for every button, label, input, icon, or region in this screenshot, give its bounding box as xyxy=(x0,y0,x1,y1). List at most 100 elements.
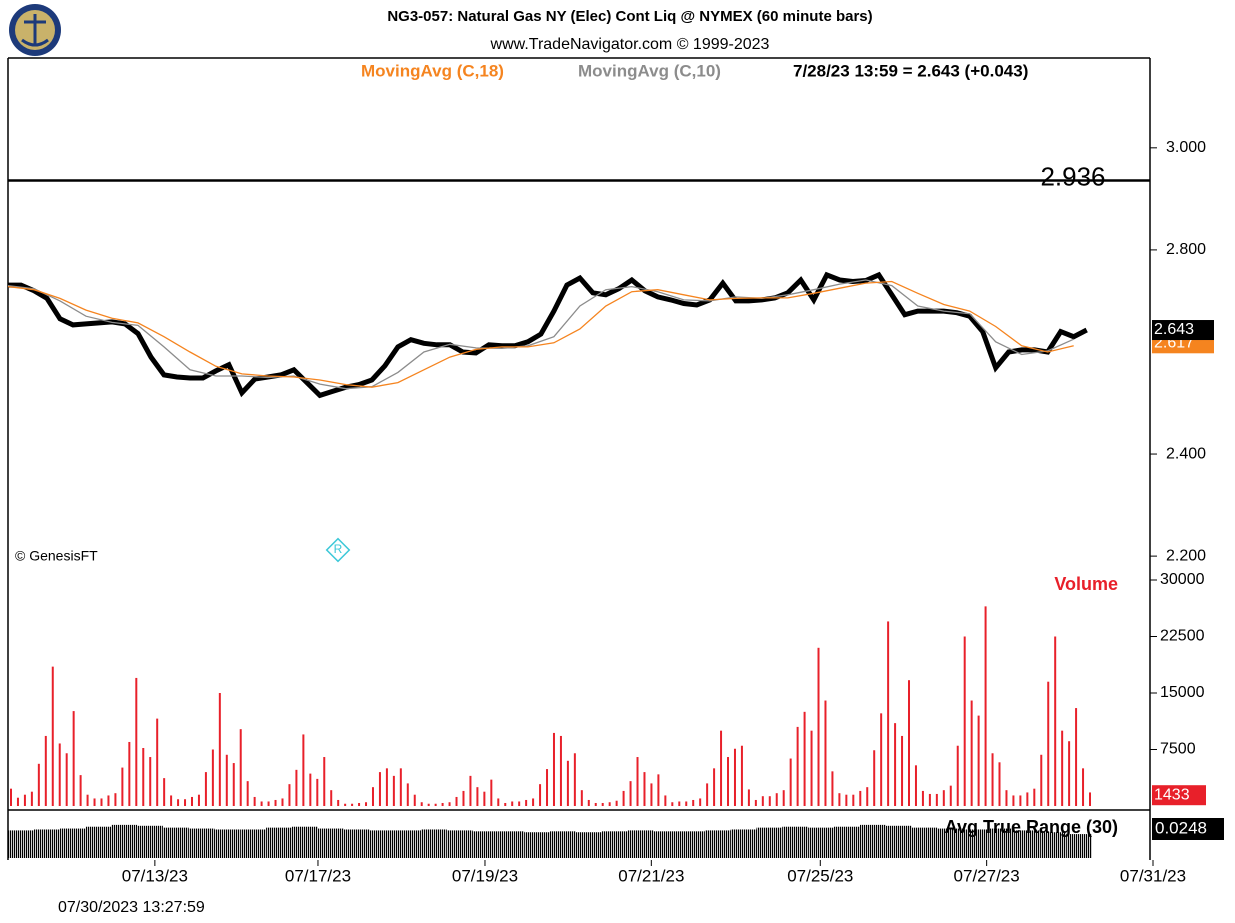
volume-bar xyxy=(1054,636,1057,806)
volume-bar xyxy=(441,802,444,806)
volume-bar xyxy=(532,798,535,806)
volume-bar xyxy=(156,718,159,806)
volume-bar xyxy=(448,802,451,806)
volume-bar xyxy=(1075,708,1078,806)
volume-bar xyxy=(935,793,938,806)
atr-bar xyxy=(808,827,834,858)
volume-bar xyxy=(309,773,312,806)
atr-bar xyxy=(937,828,963,858)
volume-bar xyxy=(622,790,625,806)
volume-bar xyxy=(880,713,883,806)
atr-bar xyxy=(446,830,473,858)
volume-bar xyxy=(100,798,103,806)
volume-bar xyxy=(497,798,500,806)
volume-bar xyxy=(128,741,131,806)
volume-bar xyxy=(1061,730,1064,806)
atr-bar xyxy=(291,826,318,858)
volume-bar xyxy=(991,753,994,806)
atr-bar xyxy=(833,826,860,858)
volume-bar xyxy=(190,796,193,806)
atr-bar xyxy=(317,828,344,858)
atr-bar xyxy=(420,829,447,858)
volume-bar xyxy=(629,781,632,806)
atr-bar xyxy=(266,827,292,858)
volume-bar xyxy=(782,790,785,806)
volume-bar xyxy=(1082,768,1085,806)
volume-bar xyxy=(225,754,228,806)
atr-bar xyxy=(8,830,34,858)
volume-bar xyxy=(1047,681,1050,806)
volume-bar xyxy=(511,801,514,806)
volume-bar xyxy=(894,723,897,806)
atr-bar xyxy=(33,829,60,858)
volume-bar xyxy=(740,745,743,806)
atr-bar xyxy=(1066,834,1092,858)
atr-bar xyxy=(214,829,241,858)
volume-bar xyxy=(184,799,187,806)
volume-bar xyxy=(552,732,555,806)
volume-bar xyxy=(232,763,235,806)
y-tick-label: 2.800 xyxy=(1166,241,1206,258)
volume-bar xyxy=(253,796,256,806)
atr-bar xyxy=(343,829,370,858)
volume-bar xyxy=(775,793,778,806)
volume-bar xyxy=(246,781,249,806)
atr-bar xyxy=(188,828,215,858)
volume-bar xyxy=(942,790,945,806)
volume-bar xyxy=(427,803,430,806)
volume-tick-label: 30000 xyxy=(1160,571,1205,588)
volume-bar xyxy=(761,796,764,806)
volume-bar xyxy=(371,787,374,806)
volume-bar xyxy=(365,802,368,806)
frame xyxy=(7,57,1151,860)
volume-bar xyxy=(462,790,465,806)
volume-bar xyxy=(149,757,152,806)
volume-bar xyxy=(754,799,757,806)
watermark: R xyxy=(325,537,351,563)
volume-bar xyxy=(727,757,730,806)
volume-bar xyxy=(337,799,340,806)
volume-bar xyxy=(539,784,542,806)
volume-bar xyxy=(873,750,876,806)
volume-bar xyxy=(559,735,562,806)
volume-bar xyxy=(803,711,806,806)
atr-bar xyxy=(524,832,550,858)
volume-bar xyxy=(1040,754,1043,806)
chart-subtitle: www.TradeNavigator.com © 1999-2023 xyxy=(490,36,770,53)
x-tick-label: 07/25/23 xyxy=(787,866,853,885)
volume-bar xyxy=(636,757,639,806)
svg-text:R: R xyxy=(334,542,343,556)
y-tick-label: 2.400 xyxy=(1166,445,1206,462)
atr-title: Avg True Range (30) xyxy=(945,817,1118,837)
volume-bar xyxy=(998,762,1001,806)
volume-bar xyxy=(170,795,173,806)
volume-bar xyxy=(810,730,813,806)
volume-bar xyxy=(107,795,110,806)
atr-bar xyxy=(885,825,912,858)
copyright: © GenesisFT xyxy=(15,548,98,564)
volume-bar xyxy=(239,729,242,806)
volume-bar xyxy=(260,801,263,806)
volume-bar xyxy=(455,796,458,806)
volume-bar xyxy=(908,680,911,806)
atr-bar xyxy=(988,828,1015,858)
volume-bar xyxy=(838,793,841,806)
volume-bar xyxy=(281,798,284,806)
volume-bar xyxy=(65,753,68,806)
volume-bar xyxy=(580,790,583,806)
volume-bar xyxy=(768,796,771,806)
volume-bar xyxy=(316,778,319,806)
atr-bar xyxy=(756,827,783,858)
atr-bar xyxy=(498,831,525,858)
volume-tick-label: 22500 xyxy=(1160,628,1205,645)
atr-last-label: 0.0248 xyxy=(1155,818,1207,837)
price-last-label: 2.643 xyxy=(1154,321,1194,338)
volume-bar xyxy=(845,794,848,806)
volume-bar xyxy=(469,775,472,806)
atr-bar xyxy=(85,826,112,858)
atr-bar xyxy=(679,831,705,858)
volume-bar xyxy=(866,787,869,806)
